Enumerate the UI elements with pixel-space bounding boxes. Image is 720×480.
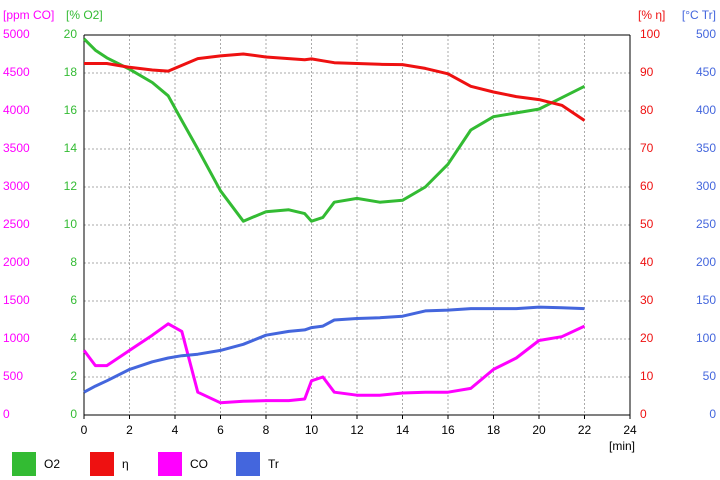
x-tick-label: 2 xyxy=(126,423,133,437)
legend-swatch xyxy=(158,452,182,476)
y-tick-label: 500 xyxy=(696,27,716,41)
y-tick-label: 10 xyxy=(640,369,654,383)
y-tick-label: 0 xyxy=(3,407,10,421)
x-tick-label: 20 xyxy=(532,423,546,437)
y-tick-label: 2000 xyxy=(3,255,30,269)
y-tick-label: 10 xyxy=(64,217,78,231)
y-tick-label: 80 xyxy=(640,103,654,117)
y-tick-label: 250 xyxy=(696,217,716,231)
y-tick-label: 8 xyxy=(70,255,77,269)
axis-label: [% O2] xyxy=(66,8,103,22)
legend-label: CO xyxy=(190,457,208,471)
y-tick-label: 40 xyxy=(640,255,654,269)
axis-label: [% η] xyxy=(638,8,665,22)
y-tick-label: 100 xyxy=(696,331,716,345)
x-tick-label: 4 xyxy=(172,423,179,437)
y-tick-label: 4500 xyxy=(3,65,30,79)
y-tick-label: 16 xyxy=(64,103,78,117)
x-tick-label: 16 xyxy=(441,423,455,437)
y-tick-label: 4 xyxy=(70,331,77,345)
y-tick-label: 2 xyxy=(70,369,77,383)
x-tick-label: 8 xyxy=(263,423,270,437)
series-line xyxy=(83,305,585,394)
x-tick-label: 18 xyxy=(487,423,501,437)
y-tick-label: 60 xyxy=(640,179,654,193)
y-tick-label: 30 xyxy=(640,293,654,307)
x-tick-label: 14 xyxy=(396,423,410,437)
x-axis-label: [min] xyxy=(609,439,635,453)
y-tick-label: 3500 xyxy=(3,141,30,155)
x-tick-label: 10 xyxy=(305,423,319,437)
y-tick-label: 200 xyxy=(696,255,716,269)
y-tick-label: 50 xyxy=(703,369,717,383)
y-tick-label: 1000 xyxy=(3,331,30,345)
y-tick-label: 12 xyxy=(64,179,78,193)
x-tick-label: 12 xyxy=(350,423,364,437)
y-tick-label: 1500 xyxy=(3,293,30,307)
y-tick-label: 300 xyxy=(696,179,716,193)
y-tick-label: 6 xyxy=(70,293,77,307)
series-line xyxy=(82,322,586,405)
y-tick-label: 20 xyxy=(64,27,78,41)
legend-swatch xyxy=(236,452,260,476)
x-tick-label: 24 xyxy=(623,423,637,437)
y-tick-label: 450 xyxy=(696,65,716,79)
y-tick-label: 150 xyxy=(696,293,716,307)
y-tick-label: 5000 xyxy=(3,27,30,41)
y-tick-label: 100 xyxy=(640,27,660,41)
y-tick-label: 4000 xyxy=(3,103,30,117)
axis-label: [ppm CO] xyxy=(3,8,54,22)
x-tick-label: 6 xyxy=(217,423,224,437)
series-line xyxy=(84,52,586,122)
y-tick-label: 500 xyxy=(3,369,23,383)
y-tick-label: 0 xyxy=(70,407,77,421)
legend-label: O2 xyxy=(44,457,60,471)
series-line xyxy=(82,37,586,223)
y-tick-label: 20 xyxy=(640,331,654,345)
legend-label: η xyxy=(122,457,129,471)
legend-label: Tr xyxy=(268,457,279,471)
y-tick-label: 400 xyxy=(696,103,716,117)
y-tick-label: 18 xyxy=(64,65,78,79)
x-tick-label: 0 xyxy=(81,423,88,437)
y-tick-label: 14 xyxy=(64,141,78,155)
y-tick-label: 2500 xyxy=(3,217,30,231)
y-tick-label: 50 xyxy=(640,217,654,231)
axis-label: [°C Tr] xyxy=(682,8,716,22)
legend-swatch xyxy=(12,452,36,476)
legend-swatch xyxy=(90,452,114,476)
x-tick-label: 22 xyxy=(578,423,592,437)
y-tick-label: 3000 xyxy=(3,179,30,193)
y-tick-label: 0 xyxy=(709,407,716,421)
y-tick-label: 90 xyxy=(640,65,654,79)
y-tick-label: 70 xyxy=(640,141,654,155)
y-tick-label: 0 xyxy=(640,407,647,421)
y-tick-label: 350 xyxy=(696,141,716,155)
